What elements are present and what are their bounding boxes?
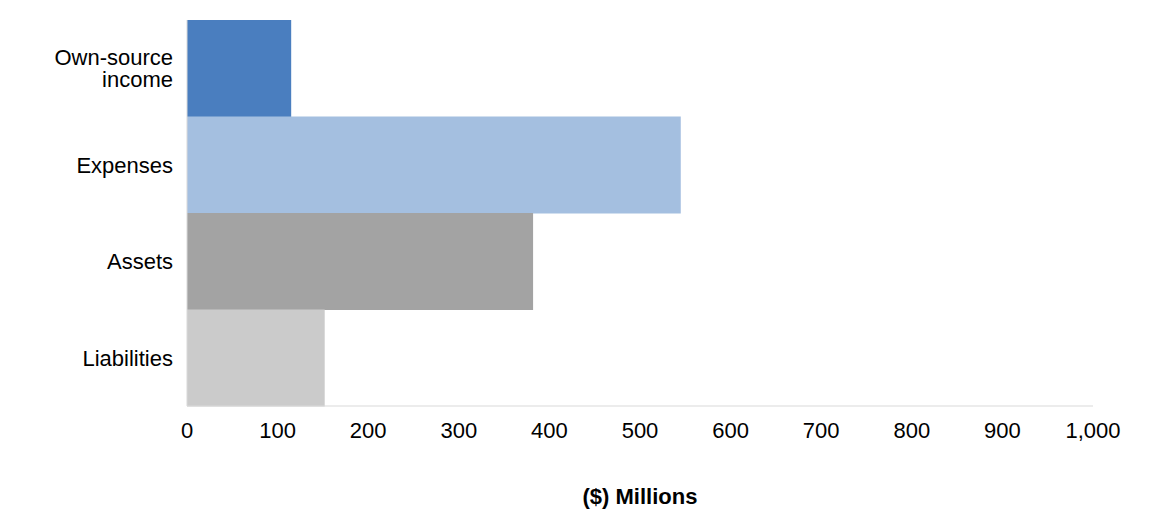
svg-text:400: 400	[531, 418, 568, 443]
svg-text:300: 300	[440, 418, 477, 443]
svg-text:($) Millions: ($) Millions	[583, 484, 698, 509]
svg-text:700: 700	[803, 418, 840, 443]
svg-text:Expenses: Expenses	[76, 153, 173, 178]
svg-text:800: 800	[893, 418, 930, 443]
svg-text:500: 500	[622, 418, 659, 443]
svg-text:600: 600	[712, 418, 749, 443]
svg-text:100: 100	[259, 418, 296, 443]
svg-text:200: 200	[350, 418, 387, 443]
svg-text:1,000: 1,000	[1065, 418, 1120, 443]
svg-text:900: 900	[984, 418, 1021, 443]
svg-text:0: 0	[181, 418, 193, 443]
svg-text:Own-sourceincome: Own-sourceincome	[54, 45, 173, 92]
svg-text:Assets: Assets	[107, 249, 173, 274]
svg-text:Liabilities: Liabilities	[83, 346, 174, 371]
